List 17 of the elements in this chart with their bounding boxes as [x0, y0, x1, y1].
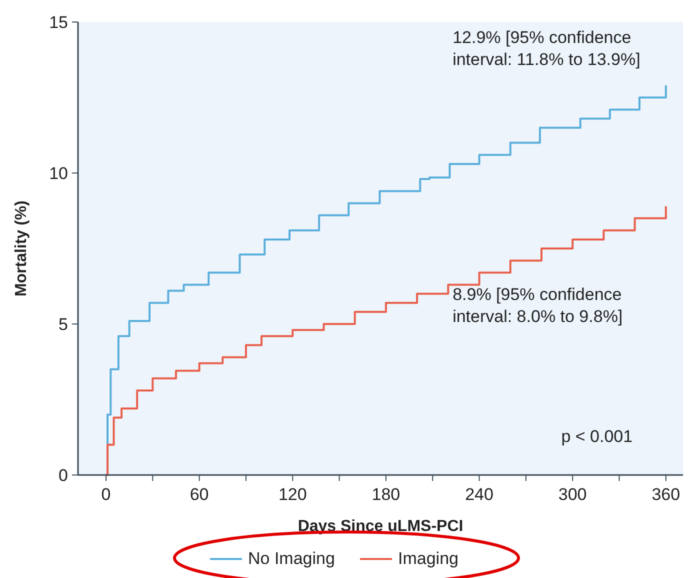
- legend-label: Imaging: [398, 549, 458, 568]
- annotation: 12.9% [95% confidence interval: 11.8% to 13.9%]: [452, 28, 640, 70]
- x-tick-label: 120: [278, 485, 307, 504]
- y-axis-title: Mortality (%): [13, 200, 30, 296]
- x-tick-label: 300: [558, 485, 587, 504]
- x-tick-label: 180: [372, 485, 400, 504]
- legend-label: No Imaging: [248, 549, 335, 568]
- x-tick-label: 0: [101, 485, 111, 504]
- y-tick-label: 15: [49, 13, 68, 32]
- x-tick-label: 240: [465, 485, 494, 504]
- x-tick-label: 360: [652, 485, 680, 504]
- annotation: 8.9% [95% confidence interval: 8.0% to 9.8%]: [452, 284, 623, 326]
- annotation: p < 0.001: [561, 426, 633, 446]
- y-tick-label: 5: [58, 315, 68, 334]
- y-tick-label: 0: [58, 466, 68, 485]
- y-tick-label: 10: [49, 164, 68, 183]
- x-tick-label: 60: [190, 485, 209, 504]
